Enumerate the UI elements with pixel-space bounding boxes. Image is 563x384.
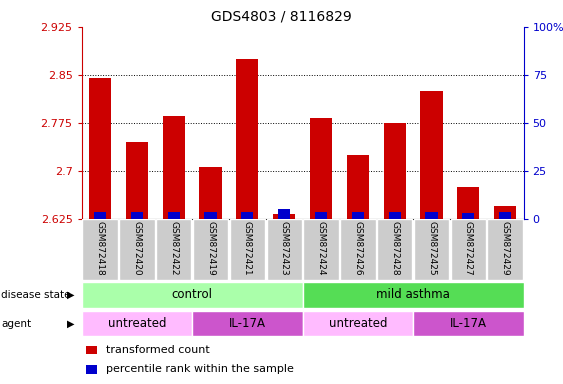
Text: IL-17A: IL-17A [450, 317, 487, 330]
FancyBboxPatch shape [413, 311, 524, 336]
Text: GSM872423: GSM872423 [280, 221, 289, 275]
Bar [204, 212, 217, 219]
Bar [352, 212, 364, 219]
Bar [89, 78, 111, 219]
FancyBboxPatch shape [230, 220, 265, 280]
Text: GSM872429: GSM872429 [501, 221, 510, 275]
Text: control: control [172, 288, 213, 301]
Text: GSM872422: GSM872422 [169, 221, 178, 275]
FancyBboxPatch shape [82, 220, 118, 280]
Bar [94, 212, 106, 219]
Text: GSM872421: GSM872421 [243, 221, 252, 275]
FancyBboxPatch shape [193, 220, 228, 280]
FancyBboxPatch shape [303, 220, 339, 280]
FancyBboxPatch shape [119, 220, 155, 280]
Text: GSM872420: GSM872420 [132, 221, 141, 275]
FancyBboxPatch shape [450, 220, 486, 280]
Bar [278, 209, 291, 219]
Text: transformed count: transformed count [106, 345, 209, 355]
FancyBboxPatch shape [82, 282, 303, 308]
Text: ▶: ▶ [66, 290, 74, 300]
FancyBboxPatch shape [488, 220, 523, 280]
FancyBboxPatch shape [303, 282, 524, 308]
Text: GSM872424: GSM872424 [316, 221, 325, 275]
Bar [494, 206, 516, 219]
Bar [383, 123, 406, 219]
Text: GSM872426: GSM872426 [354, 221, 363, 275]
Bar [126, 142, 148, 219]
Bar [421, 91, 443, 219]
Bar [86, 346, 97, 354]
Bar [86, 365, 97, 374]
Bar [236, 59, 258, 219]
FancyBboxPatch shape [414, 220, 449, 280]
Bar [388, 212, 401, 219]
FancyBboxPatch shape [377, 220, 412, 280]
Bar [315, 212, 327, 219]
Bar [163, 116, 185, 219]
Text: mild asthma: mild asthma [376, 288, 450, 301]
Text: untreated: untreated [329, 317, 387, 330]
FancyBboxPatch shape [266, 220, 302, 280]
Text: IL-17A: IL-17A [229, 317, 266, 330]
Bar [168, 212, 180, 219]
Text: GSM872428: GSM872428 [390, 221, 399, 275]
Bar [426, 212, 437, 219]
Text: ▶: ▶ [66, 318, 74, 329]
Bar [347, 155, 369, 219]
Bar [242, 212, 253, 219]
Bar [499, 212, 511, 219]
Text: GSM872425: GSM872425 [427, 221, 436, 275]
Text: disease state: disease state [1, 290, 70, 300]
Bar [462, 213, 475, 219]
Text: untreated: untreated [108, 317, 166, 330]
Bar [457, 187, 480, 219]
Text: GSM872419: GSM872419 [206, 221, 215, 275]
Text: GSM872427: GSM872427 [464, 221, 473, 275]
FancyBboxPatch shape [303, 311, 413, 336]
Text: percentile rank within the sample: percentile rank within the sample [106, 364, 294, 374]
FancyBboxPatch shape [340, 220, 376, 280]
FancyBboxPatch shape [156, 220, 191, 280]
Text: agent: agent [1, 318, 32, 329]
Bar [310, 118, 332, 219]
Bar [131, 212, 143, 219]
Text: GSM872418: GSM872418 [96, 221, 105, 275]
FancyBboxPatch shape [192, 311, 303, 336]
FancyBboxPatch shape [82, 311, 192, 336]
Bar [273, 214, 295, 219]
Bar [199, 167, 222, 219]
Text: GDS4803 / 8116829: GDS4803 / 8116829 [211, 10, 352, 23]
